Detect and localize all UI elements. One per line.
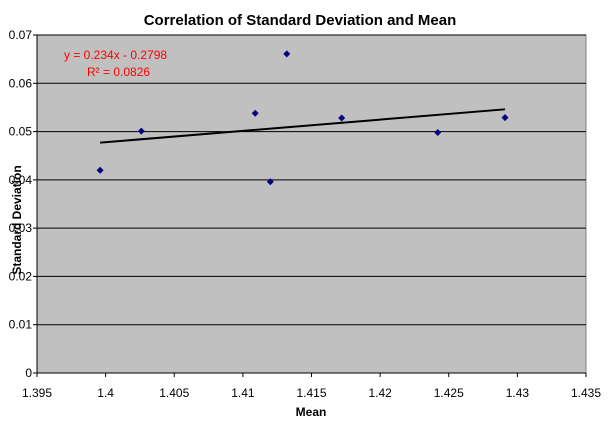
plot-area (36, 34, 587, 374)
data-point (434, 129, 442, 137)
data-point (137, 127, 145, 135)
x-tick-labels: 1.395 1.4 1.405 1.41 1.415 1.42 1.425 1.43 1.435 (22, 386, 601, 400)
x-tick-label: 1.395 (22, 386, 52, 400)
x-tick-label: 1.435 (571, 386, 601, 400)
x-tick-label: 1.43 (506, 386, 530, 400)
y-tick-label: 0.04 (9, 173, 33, 187)
data-point (501, 114, 509, 122)
y-tick-label: 0.06 (9, 76, 33, 90)
chart-title: Correlation of Standard Deviation and Me… (144, 12, 457, 29)
data-point (266, 178, 274, 186)
data-point (283, 50, 291, 58)
gridlines (33, 34, 587, 377)
x-tick-label: 1.415 (296, 386, 326, 400)
y-tick-label: 0 (25, 366, 32, 380)
trendline-r-squared: R² = 0.0826 (87, 65, 150, 79)
data-point (96, 166, 104, 174)
y-tick-label: 0.07 (9, 28, 33, 42)
x-tick-label: 1.41 (231, 386, 255, 400)
axes (36, 35, 586, 374)
y-tick-label: 0.03 (9, 221, 33, 235)
data-point (251, 109, 259, 117)
x-tick-label: 1.42 (368, 386, 392, 400)
y-axis-title: Standard Deviation (10, 165, 24, 274)
y-tick-label: 0.02 (9, 269, 33, 283)
y-tick-labels: 0 0.01 0.02 0.03 0.04 0.05 0.06 0.07 (9, 28, 33, 380)
x-axis-title: Mean (296, 405, 327, 419)
data-point (338, 114, 346, 122)
x-tick-label: 1.425 (434, 386, 464, 400)
trendline-equation: y = 0.234x - 0.2798 (64, 48, 167, 62)
y-tick-label: 0.01 (9, 318, 33, 332)
x-tick-label: 1.405 (159, 386, 189, 400)
trendline (100, 108, 506, 144)
data-points (96, 50, 509, 186)
x-tick-label: 1.4 (97, 386, 114, 400)
trendline-line (100, 108, 506, 144)
y-tick-label: 0.05 (9, 125, 33, 139)
